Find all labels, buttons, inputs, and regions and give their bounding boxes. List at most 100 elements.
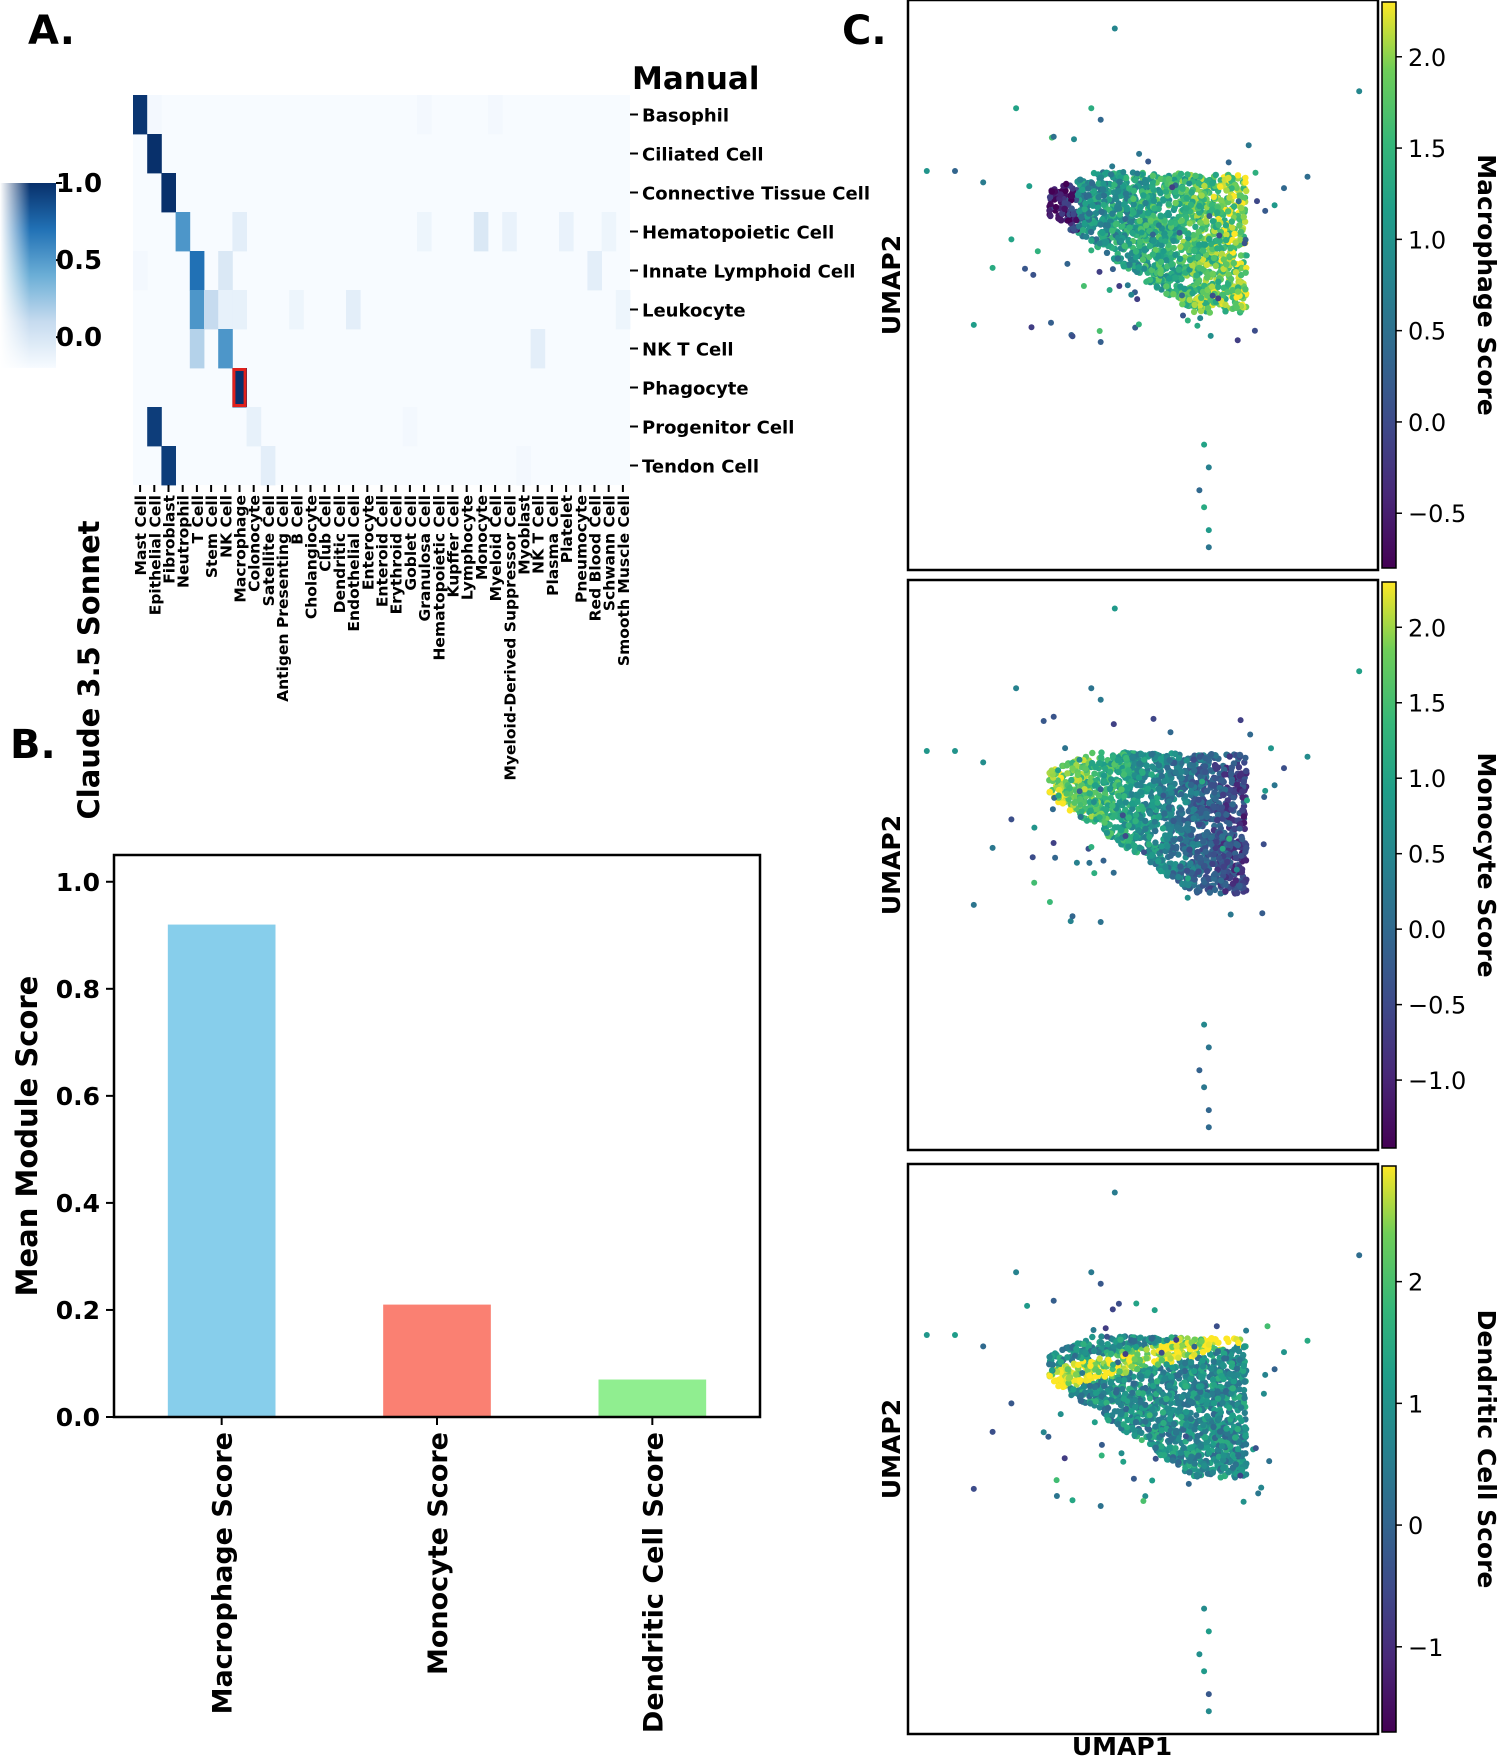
umap-point (1222, 301, 1229, 308)
heatmap-cell (346, 290, 361, 330)
umap-point (1050, 133, 1057, 140)
umap-colorbar-tick-label: −0.5 (1408, 992, 1466, 1020)
umap-point (1177, 170, 1185, 178)
umap-point (1179, 292, 1185, 299)
heatmap-cell (488, 95, 503, 135)
umap-point (1222, 308, 1229, 315)
umap-point (1214, 817, 1221, 824)
umap-point (1209, 218, 1217, 225)
umap-point (1194, 322, 1201, 329)
umap-point (1226, 253, 1233, 261)
umap-point (1141, 849, 1147, 856)
umap-point (1200, 247, 1207, 254)
umap-point (1155, 222, 1162, 229)
umap-point (1202, 755, 1209, 762)
umap-point (1216, 855, 1223, 862)
umap-point (1175, 1354, 1182, 1361)
umap-point (1235, 198, 1242, 205)
umap-point (1108, 776, 1115, 783)
umap-point (1149, 172, 1157, 179)
umap-point (1114, 1397, 1122, 1404)
umap-point (1190, 806, 1197, 813)
umap-point (1219, 833, 1226, 840)
bar-xtick-label: Dendritic Cell Score (638, 1432, 669, 1733)
umap-point (1122, 833, 1129, 839)
umap-point (1157, 755, 1165, 763)
umap-point (1091, 219, 1098, 226)
umap-point (1074, 771, 1082, 779)
umap-point (1231, 825, 1238, 832)
umap-point (1262, 787, 1269, 794)
umap-point (1100, 192, 1108, 199)
umap-point (1216, 237, 1224, 245)
umap-point (1128, 291, 1135, 298)
heatmap-cell (232, 290, 247, 330)
umap-point (1022, 265, 1028, 272)
umap-point (1199, 778, 1206, 785)
umap-point (1220, 265, 1227, 273)
umap-point (1111, 812, 1118, 819)
umap-point (1046, 899, 1053, 905)
umap-point (1157, 213, 1165, 220)
umap-point (1167, 811, 1175, 819)
umap-point (1013, 685, 1020, 692)
umap-point (1226, 194, 1233, 201)
umap-point (1168, 1373, 1175, 1380)
umap-colorbar-tick-label: 0.5 (1408, 841, 1446, 869)
umap-point (1228, 764, 1236, 771)
umap-point (1211, 870, 1219, 878)
umap-point (1145, 158, 1152, 165)
umap-point (1196, 753, 1204, 760)
heatmap-col-label: Colonocyte (246, 495, 264, 592)
umap-point (1195, 228, 1203, 235)
umap-point (1146, 810, 1154, 817)
umap-point (1076, 796, 1084, 803)
umap-point (1079, 226, 1087, 234)
heatmap-cell (530, 329, 546, 369)
umap-point (1101, 778, 1108, 785)
umap-point (1219, 845, 1226, 852)
umap-point (1216, 232, 1223, 239)
umap-point (1109, 802, 1116, 809)
umap-point (1243, 767, 1250, 775)
heatmap-row-label: Leukocyte (642, 301, 746, 322)
umap-point (1224, 797, 1231, 804)
umap-point (1175, 1459, 1182, 1466)
umap-point (1167, 219, 1175, 226)
umap-point (1074, 191, 1082, 199)
umap-point (1097, 339, 1104, 345)
umap-point (1170, 237, 1177, 244)
umap-point (1048, 319, 1054, 326)
umap-point (1209, 270, 1217, 277)
umap-point (1110, 721, 1117, 728)
umap-point (1063, 180, 1070, 188)
umap-point (1122, 216, 1129, 222)
umap-point (1114, 250, 1121, 257)
umap-point (1238, 204, 1245, 212)
umap-point (1165, 200, 1172, 208)
umap-point (1178, 768, 1185, 776)
heatmap-col-label: Granulosa Cell (416, 495, 434, 621)
umap-point (1089, 749, 1096, 757)
umap-point (1221, 771, 1228, 778)
umap-point (1120, 263, 1128, 270)
umap-point (1049, 806, 1056, 813)
umap-point (1100, 180, 1107, 187)
umap-point (1225, 851, 1233, 858)
umap-point (1228, 770, 1235, 778)
umap-point (1213, 838, 1220, 845)
umap-point (1179, 300, 1186, 308)
umap-point (1245, 142, 1252, 149)
umap-point (1197, 315, 1204, 322)
umap-point (1193, 279, 1201, 287)
umap-point (1086, 790, 1094, 797)
umap-point (1107, 171, 1115, 178)
heatmap-col-label: Kupffer Cell (445, 495, 463, 598)
umap-point (1240, 1362, 1248, 1370)
umap-point (1079, 186, 1086, 193)
umap-point (1134, 798, 1141, 805)
umap-point (1157, 189, 1164, 196)
umap-point (1166, 756, 1173, 764)
umap-point (1166, 275, 1173, 282)
umap-colorbar-tick-label: −0.5 (1408, 500, 1466, 528)
